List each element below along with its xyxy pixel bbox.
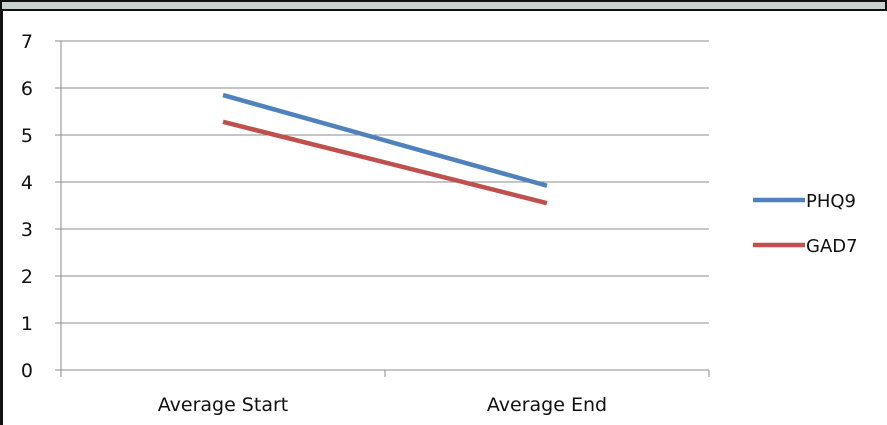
series-line-phq9 xyxy=(222,92,548,188)
x-tick-label-1: Average End xyxy=(487,394,607,416)
y-tick-label-1: 1 xyxy=(21,313,33,335)
window-top-band xyxy=(0,0,887,11)
axes xyxy=(55,40,710,377)
gridlines xyxy=(61,40,709,324)
y-tick-label-2: 2 xyxy=(21,266,33,288)
y-tick-label-0: 0 xyxy=(21,360,33,382)
y-axis-tick-labels: 0 1 2 3 4 5 6 7 xyxy=(21,31,33,382)
y-tick-label-6: 6 xyxy=(21,78,33,100)
series-line-gad7 xyxy=(222,119,548,206)
y-tick-label-4: 4 xyxy=(21,172,33,194)
series-lines xyxy=(222,92,548,206)
x-tick-label-0: Average Start xyxy=(158,394,288,416)
x-axis-tick-labels: Average Start Average End xyxy=(158,394,607,416)
y-tick-label-3: 3 xyxy=(21,219,33,241)
window-left-border xyxy=(0,11,3,425)
y-tick-label-7: 7 xyxy=(21,31,33,53)
legend: PHQ9 GAD7 xyxy=(753,191,858,257)
legend-label-gad7: GAD7 xyxy=(806,236,858,257)
y-tick-label-5: 5 xyxy=(21,125,33,147)
legend-label-phq9: PHQ9 xyxy=(806,191,856,212)
